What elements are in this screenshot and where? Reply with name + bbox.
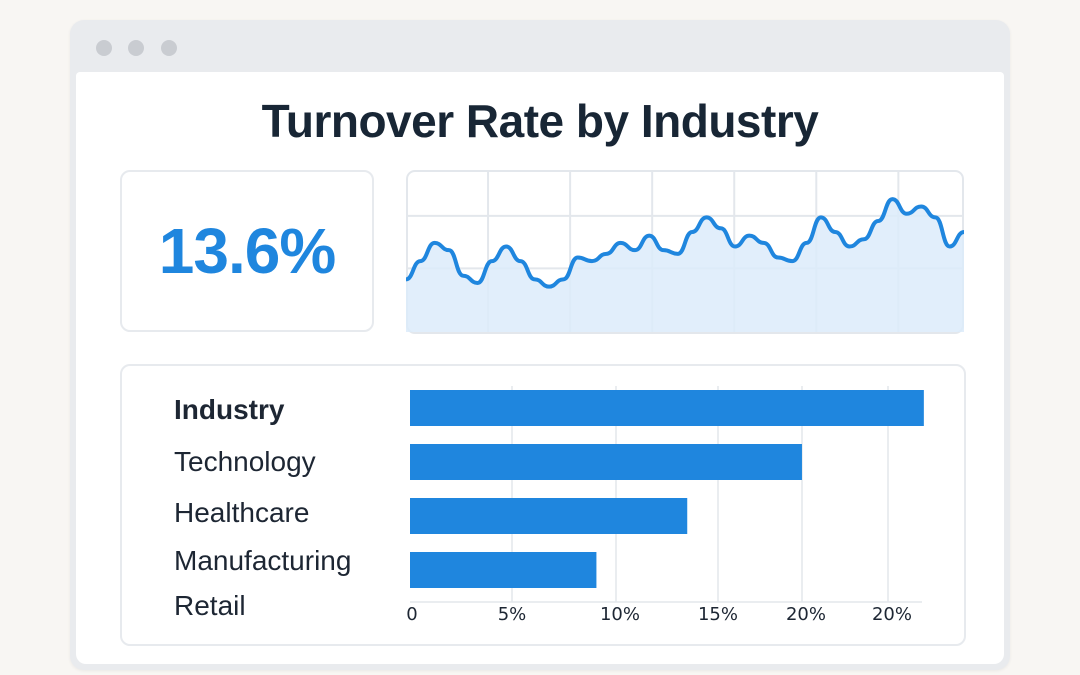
trend-series-line — [404, 197, 966, 289]
row-label-manufacturing: Manufacturing — [174, 545, 352, 576]
trend-chart-card — [404, 170, 966, 334]
trend-area-fill — [406, 199, 964, 332]
x-tick-label: 15% — [698, 604, 738, 625]
dashboard-content: Turnover Rate by Industry 13.6% Industry… — [76, 72, 1004, 664]
x-tick-label: 20% — [872, 604, 912, 625]
kpi-card: 13.6% — [120, 170, 374, 332]
trend-area-chart — [404, 170, 966, 334]
kpi-value: 13.6% — [158, 215, 336, 287]
industry-bar-chart: 0 5% 10% 15% 20% 20% — [406, 386, 924, 625]
row-label-retail: Retail — [174, 590, 246, 621]
minimize-dot-icon[interactable] — [128, 40, 144, 56]
table-header-industry: Industry — [174, 394, 285, 425]
row-label-healthcare: Healthcare — [174, 497, 310, 528]
bar-industry — [410, 390, 924, 426]
maximize-dot-icon[interactable] — [161, 40, 177, 56]
x-tick-label: 5% — [498, 604, 527, 625]
browser-window: Turnover Rate by Industry 13.6% Industry… — [70, 20, 1010, 670]
page-title: Turnover Rate by Industry — [261, 95, 819, 147]
x-tick-label: 10% — [600, 604, 640, 625]
industry-bar-card: Industry Technology Healthcare Manufactu… — [120, 364, 966, 646]
window-titlebar — [70, 20, 1010, 72]
x-tick-label: 20% — [786, 604, 826, 625]
close-dot-icon[interactable] — [96, 40, 112, 56]
x-tick-label: 0 — [406, 604, 417, 625]
bar-technology — [410, 444, 802, 480]
row-label-technology: Technology — [174, 446, 316, 477]
bar-manufacturing — [410, 552, 597, 588]
bar-healthcare — [410, 498, 688, 534]
